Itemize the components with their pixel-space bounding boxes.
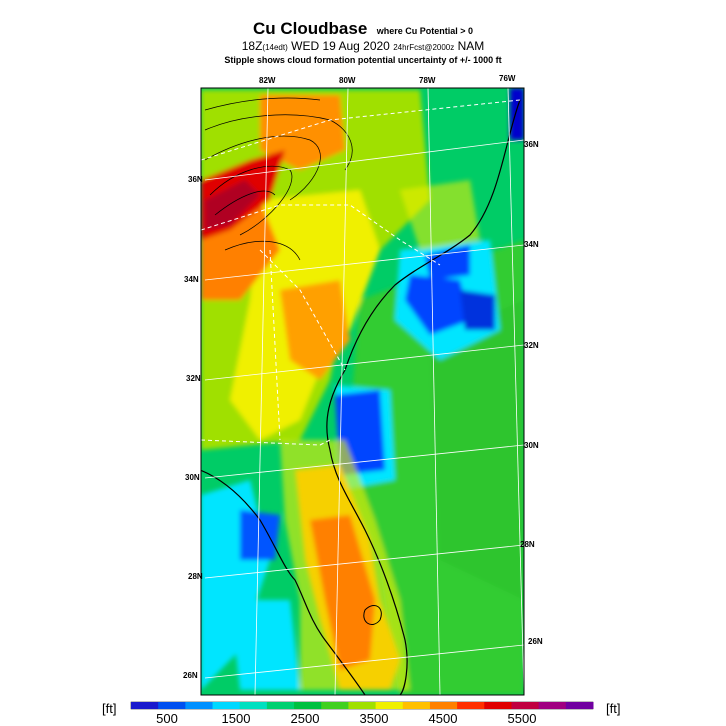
colorbar-label: 2500 xyxy=(290,711,320,726)
blue-area-sc-coast xyxy=(405,275,470,335)
yellow-east-nc xyxy=(400,180,480,250)
blue-northeast xyxy=(510,88,524,140)
right-lat-label: 30N xyxy=(524,441,539,450)
valid-time-line: 18Z(14edt) WED 19 Aug 2020 24hrFcst@2000… xyxy=(0,39,726,53)
chart-title: Cu Cloudbase where Cu Potential > 0 xyxy=(0,19,726,39)
top-lon-label: 76W xyxy=(499,74,516,83)
blue-area-gulf xyxy=(240,510,280,560)
state-borders xyxy=(201,99,521,446)
colorbar-swatch xyxy=(321,702,349,709)
left-lat-label: 34N xyxy=(184,275,199,284)
darkred-mountains xyxy=(205,180,260,230)
coastline xyxy=(201,99,521,695)
colorbar-label: 500 xyxy=(156,711,178,726)
colorbar-swatch xyxy=(402,702,431,709)
colorbar-swatch xyxy=(158,702,186,709)
valid-time-local: (14edt) xyxy=(262,43,288,52)
colorbar-swatch xyxy=(375,702,404,709)
blue-area-offshore xyxy=(460,290,495,330)
colorbar-swatch xyxy=(185,702,214,709)
forecast-hour: 24hrFcst@2000z xyxy=(393,43,455,52)
colorbar-label: 1500 xyxy=(221,711,251,726)
colorbar xyxy=(131,702,594,709)
top-lon-label: 78W xyxy=(419,76,436,85)
colorbar-swatch xyxy=(565,702,594,709)
right-lat-label: 32N xyxy=(524,341,539,350)
title-qualifier: where Cu Potential > 0 xyxy=(376,26,474,36)
colorbar-swatch xyxy=(538,702,567,709)
colorbar-swatch xyxy=(239,702,268,709)
colorbar-swatch xyxy=(348,702,377,709)
orange-sc xyxy=(280,280,350,380)
left-lat-label: 28N xyxy=(188,572,203,581)
colorbar-swatch xyxy=(294,702,322,709)
right-lat-label: 26N xyxy=(528,637,543,646)
left-lat-label: 30N xyxy=(185,473,200,482)
title-main: Cu Cloudbase xyxy=(252,19,368,38)
right-lat-label: 28N xyxy=(520,540,535,549)
orange-florida-core xyxy=(310,515,375,670)
blue-area-nc xyxy=(425,245,470,280)
lake-okeechobee xyxy=(363,605,382,625)
colorbar-label: 4500 xyxy=(428,711,458,726)
colorbar-swatch xyxy=(511,702,540,709)
colorbar-swatch xyxy=(266,702,295,709)
left-lat-label: 26N xyxy=(183,671,198,680)
colorbar-swatch xyxy=(429,702,458,709)
model-name: NAM xyxy=(457,39,485,53)
top-lon-label: 82W xyxy=(259,76,276,85)
colorbar-swatch xyxy=(484,702,512,709)
left-lat-label: 32N xyxy=(186,374,201,383)
colorbar-label: 3500 xyxy=(359,711,389,726)
map-frame xyxy=(200,87,525,696)
right-lat-label: 36N xyxy=(524,140,539,149)
colorbar-swatch xyxy=(457,702,485,709)
subtitle: Stipple shows cloud formation potential … xyxy=(224,55,502,65)
colorbar-swatch xyxy=(131,702,159,709)
colorbar-unit-right: [ft] xyxy=(606,701,621,716)
top-lon-label: 80W xyxy=(339,76,356,85)
cyan-area-sw xyxy=(230,600,300,690)
valid-time-main: 18Z xyxy=(241,39,263,53)
left-lat-label: 36N xyxy=(188,175,203,184)
colorbar-label: 5500 xyxy=(507,711,537,726)
valid-date: WED 19 Aug 2020 xyxy=(291,39,390,53)
latlon-grid xyxy=(204,88,524,695)
colorbar-unit-left: [ft] xyxy=(102,701,117,716)
right-lat-label: 34N xyxy=(524,240,539,249)
colorbar-swatch xyxy=(212,702,241,709)
